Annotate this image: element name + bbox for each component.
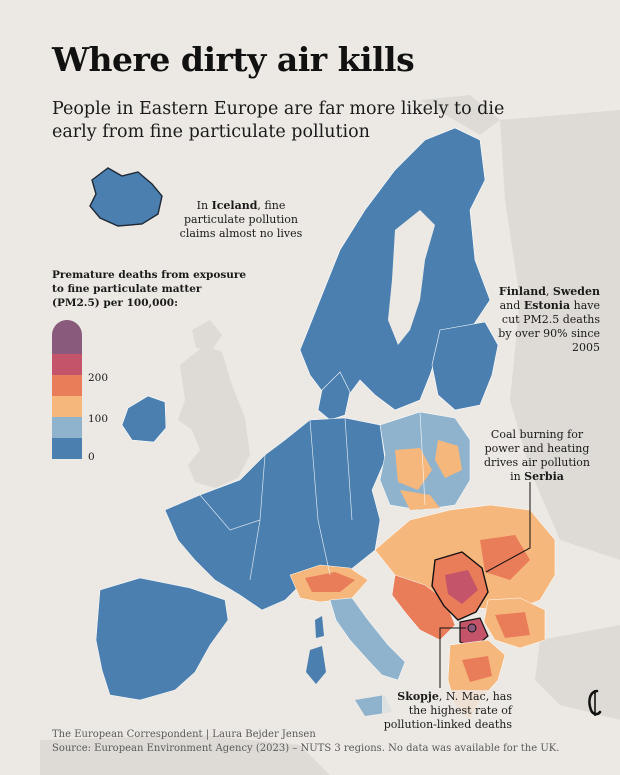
- serbia-leader: [485, 482, 531, 573]
- legend-swatch-mid: [52, 396, 82, 417]
- norway-top-landmass: [420, 95, 500, 135]
- nordic-annotation: Finland, Sweden and Estonia have cut PM2…: [498, 285, 600, 354]
- legend-label-200: 200: [88, 372, 109, 384]
- skopje-marker: [467, 623, 477, 633]
- baltic-sea: [388, 210, 435, 345]
- corsica-region: [315, 616, 324, 638]
- turkey-landmass: [535, 625, 620, 720]
- border-lines: [199, 411, 426, 581]
- ireland-region: [121, 395, 167, 443]
- legend-swatch-low: [52, 438, 82, 459]
- po-valley-hotspot: [305, 572, 355, 592]
- skopje-annotation: Skopje, N. Mac, has the highest rate of …: [382, 690, 512, 732]
- annotation-leaders: [439, 482, 531, 688]
- iceland-region: [89, 167, 163, 227]
- footer-credit: The European Correspondent | Laura Bejde…: [52, 729, 316, 740]
- sardinia-region: [306, 646, 326, 684]
- legend-swatch-highest: [52, 320, 82, 354]
- legend-label-100: 100: [88, 413, 109, 425]
- color-legend: [52, 320, 82, 459]
- legend-swatch-low-mid: [52, 417, 82, 438]
- skopje-leader: [439, 627, 466, 688]
- publisher-logo-icon: [588, 689, 602, 716]
- russia-landmass: [500, 110, 620, 560]
- italy-peninsula-region: [329, 597, 406, 681]
- legend-swatch-high: [52, 375, 82, 396]
- no-data-land: [40, 95, 620, 775]
- legend-title: Premature deaths from exposure to fine p…: [52, 269, 247, 309]
- uk-landmass: [178, 345, 250, 488]
- baltic-states-region: [431, 321, 499, 411]
- serbia-annotation: Coal burning for power and heating drive…: [484, 428, 590, 483]
- scotland-landmass: [192, 320, 222, 350]
- page-title: Where dirty air kills: [52, 40, 415, 79]
- western-europe-region: [164, 417, 386, 611]
- serbia-hotspots: [445, 570, 478, 604]
- legend-label-0: 0: [88, 451, 95, 463]
- greece-hotspots: [462, 656, 492, 682]
- iceland-annotation: In Iceland, fine particulate pollution c…: [179, 199, 303, 240]
- north-africa-landmass: [40, 735, 330, 775]
- denmark-region: [317, 371, 351, 421]
- page-subtitle: People in Eastern Europe are far more li…: [52, 99, 505, 142]
- legend-swatch-very-high: [52, 354, 82, 375]
- iberia-region: [95, 577, 229, 701]
- footer-source: Source: European Environment Agency (202…: [52, 743, 560, 754]
- bulgaria-hotspots: [495, 612, 530, 638]
